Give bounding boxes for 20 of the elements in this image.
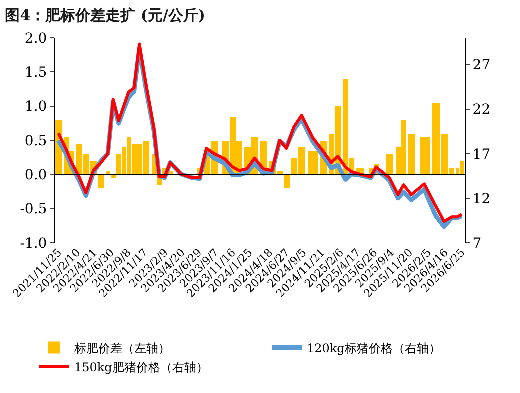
y-tick-label: 0.5: [24, 133, 48, 150]
y-tick-label: 1.5: [24, 65, 48, 82]
y-tick-label: 1.0: [24, 99, 48, 116]
bar: [98, 175, 104, 188]
y2-tick-label: 17: [472, 146, 491, 163]
y-tick-label: 0.0: [24, 168, 48, 184]
y2-tick-label: 7: [472, 236, 482, 252]
chart-title: 图4：肥标价差走扩 (元/公斤): [5, 6, 206, 24]
y2-tick-label: 12: [472, 191, 491, 208]
bar: [386, 154, 393, 175]
legend-label: 120kg标猪价格（右轴）: [307, 341, 441, 356]
y-tick-label: -1.0: [20, 236, 48, 252]
y-tick-label: -0.5: [20, 202, 48, 218]
y2-tick-label: 27: [472, 58, 491, 74]
bar: [284, 175, 290, 188]
legend-label: 150kg肥猪价格（右轴）: [74, 360, 208, 374]
y-tick-label: 2.0: [24, 30, 48, 47]
bar: [408, 134, 415, 175]
y2-tick-label: 22: [472, 102, 491, 118]
legend-label: 标肥价差（左轴）: [74, 341, 170, 356]
